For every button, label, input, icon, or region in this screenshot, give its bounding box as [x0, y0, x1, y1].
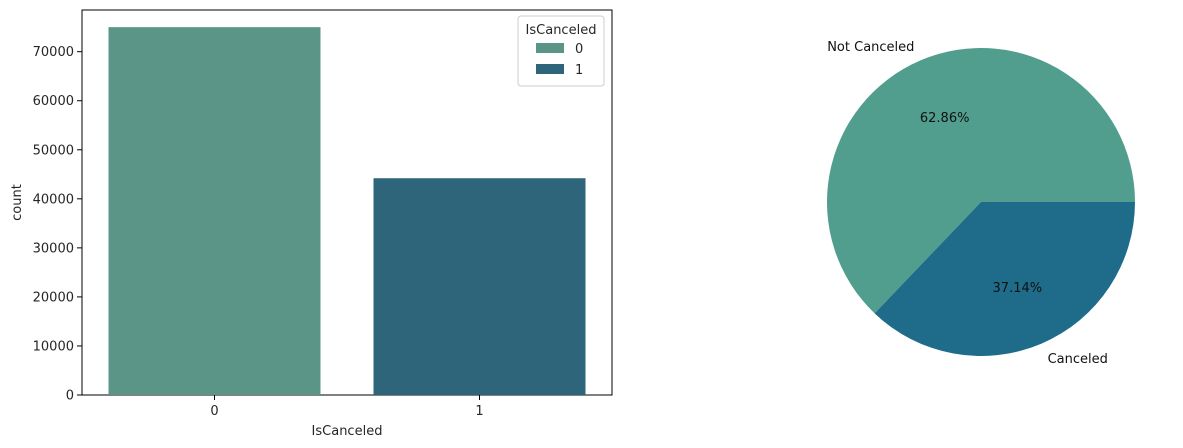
legend-entries: 01 — [536, 42, 583, 78]
y-tick-label: 10000 — [33, 339, 74, 354]
legend-entry-label: 1 — [575, 63, 583, 78]
bar-plot-frame — [81, 9, 613, 396]
legend-swatch — [536, 64, 564, 74]
y-tick-label: 70000 — [33, 45, 74, 60]
bar-marks — [108, 27, 586, 395]
y-tick-label: 50000 — [33, 143, 74, 158]
legend-swatch — [536, 43, 564, 53]
y-axis: 0 10000 20000 30000 40000 50000 60000 70000 — [33, 45, 82, 404]
legend-entry-label: 0 — [575, 42, 583, 57]
pie-percent-label: 62.86% — [920, 111, 970, 126]
bar — [373, 178, 586, 395]
pie-slice — [874, 202, 1135, 356]
y-tick-label: 20000 — [33, 290, 74, 305]
legend-title: IsCanceled — [526, 23, 597, 38]
x-axis-title: IsCanceled — [312, 424, 383, 439]
legend: IsCanceled 01 — [517, 15, 605, 87]
pie-percent-label: 37.14% — [993, 281, 1043, 296]
pie-labels: 62.86% Not Canceled 37.14% Canceled — [827, 40, 1108, 367]
y-axis-title: count — [10, 184, 25, 221]
pie-slices — [827, 47, 1135, 356]
bar — [108, 27, 321, 395]
y-tick-label: 60000 — [33, 94, 74, 109]
pie-category-label: Not Canceled — [827, 40, 914, 55]
y-tick-label: 30000 — [33, 241, 74, 256]
x-tick-label: 1 — [475, 404, 483, 419]
x-tick-label: 0 — [210, 404, 218, 419]
y-tick-label: 40000 — [33, 192, 74, 207]
pie-slice — [827, 47, 1135, 314]
pie-chart: 62.86% Not Canceled 37.14% Canceled — [827, 40, 1135, 367]
y-tick-label: 0 — [66, 389, 74, 404]
pie-category-label: Canceled — [1048, 352, 1108, 367]
